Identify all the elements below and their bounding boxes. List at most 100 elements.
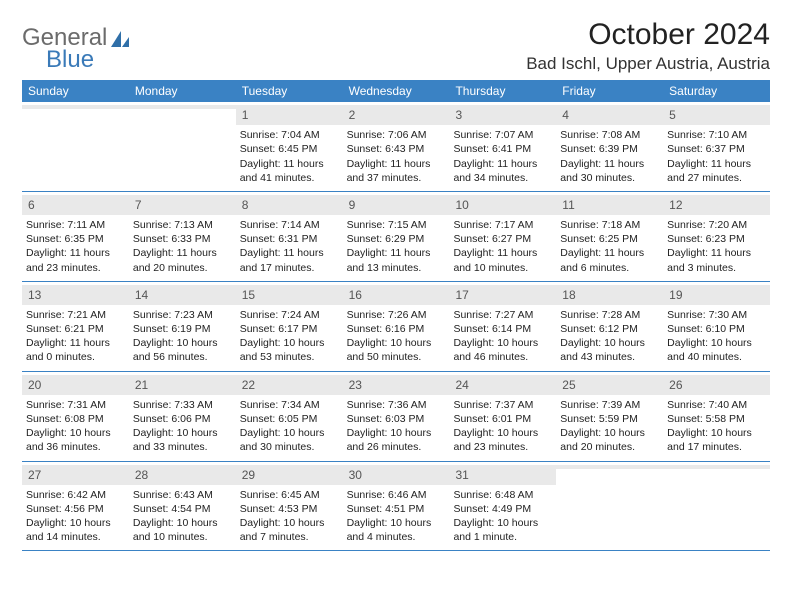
- day-number-row: 9: [343, 195, 450, 215]
- day-number: 2: [349, 108, 356, 122]
- sunrise-text: Sunrise: 7:23 AM: [133, 308, 232, 322]
- sunrise-text: Sunrise: 7:17 AM: [453, 218, 552, 232]
- day-number: 10: [455, 198, 468, 212]
- daylight-text: Daylight: 11 hours and 13 minutes.: [347, 246, 446, 274]
- weekday-header-row: Sunday Monday Tuesday Wednesday Thursday…: [22, 80, 770, 102]
- day-number-row: 13: [22, 285, 129, 305]
- month-title: October 2024: [526, 18, 770, 52]
- day-number: 13: [28, 288, 41, 302]
- sunset-text: Sunset: 6:10 PM: [667, 322, 766, 336]
- daylight-text: Daylight: 11 hours and 41 minutes.: [240, 157, 339, 185]
- day-cell: 13Sunrise: 7:21 AMSunset: 6:21 PMDayligh…: [22, 282, 129, 371]
- daylight-text: Daylight: 10 hours and 10 minutes.: [133, 516, 232, 544]
- sunrise-text: Sunrise: 7:37 AM: [453, 398, 552, 412]
- day-number-row: 7: [129, 195, 236, 215]
- day-number-row: 25: [556, 375, 663, 395]
- sunrise-text: Sunrise: 7:30 AM: [667, 308, 766, 322]
- day-number-row: [663, 465, 770, 469]
- day-number-row: 5: [663, 105, 770, 125]
- day-number: 22: [242, 378, 255, 392]
- sunset-text: Sunset: 6:01 PM: [453, 412, 552, 426]
- sunset-text: Sunset: 6:08 PM: [26, 412, 125, 426]
- calendar-grid: Sunday Monday Tuesday Wednesday Thursday…: [22, 80, 770, 551]
- day-number: 20: [28, 378, 41, 392]
- daylight-text: Daylight: 11 hours and 37 minutes.: [347, 157, 446, 185]
- day-number: 8: [242, 198, 249, 212]
- sunrise-text: Sunrise: 7:34 AM: [240, 398, 339, 412]
- daylight-text: Daylight: 10 hours and 56 minutes.: [133, 336, 232, 364]
- sunset-text: Sunset: 6:33 PM: [133, 232, 232, 246]
- sunset-text: Sunset: 6:41 PM: [453, 142, 552, 156]
- day-cell: [22, 102, 129, 191]
- day-cell: 17Sunrise: 7:27 AMSunset: 6:14 PMDayligh…: [449, 282, 556, 371]
- day-number-row: 24: [449, 375, 556, 395]
- day-cell: [556, 462, 663, 551]
- day-number-row: 22: [236, 375, 343, 395]
- day-cell: 14Sunrise: 7:23 AMSunset: 6:19 PMDayligh…: [129, 282, 236, 371]
- sunset-text: Sunset: 6:03 PM: [347, 412, 446, 426]
- sunset-text: Sunset: 4:54 PM: [133, 502, 232, 516]
- sunrise-text: Sunrise: 6:48 AM: [453, 488, 552, 502]
- sunrise-text: Sunrise: 7:07 AM: [453, 128, 552, 142]
- day-number-row: 2: [343, 105, 450, 125]
- day-number: 7: [135, 198, 142, 212]
- day-number-row: 30: [343, 465, 450, 485]
- day-cell: 12Sunrise: 7:20 AMSunset: 6:23 PMDayligh…: [663, 192, 770, 281]
- logo-sail-icon: [109, 29, 131, 56]
- day-number: 25: [562, 378, 575, 392]
- day-number: 31: [455, 468, 468, 482]
- header: General Blue October 2024 Bad Ischl, Upp…: [22, 18, 770, 74]
- day-cell: 3 Sunrise: 7:07 AMSunset: 6:41 PMDaylight…: [449, 102, 556, 191]
- sunset-text: Sunset: 6:39 PM: [560, 142, 659, 156]
- day-number: 29: [242, 468, 255, 482]
- day-cell: 5Sunrise: 7:10 AMSunset: 6:37 PMDaylight…: [663, 102, 770, 191]
- sunrise-text: Sunrise: 7:15 AM: [347, 218, 446, 232]
- day-cell: 27Sunrise: 6:42 AMSunset: 4:56 PMDayligh…: [22, 462, 129, 551]
- day-cell: 10Sunrise: 7:17 AMSunset: 6:27 PMDayligh…: [449, 192, 556, 281]
- day-number-row: 31: [449, 465, 556, 485]
- weekday-header: Friday: [556, 80, 663, 102]
- sunset-text: Sunset: 4:56 PM: [26, 502, 125, 516]
- day-number-row: 12: [663, 195, 770, 215]
- day-number: 4: [562, 108, 569, 122]
- sunset-text: Sunset: 6:06 PM: [133, 412, 232, 426]
- sunrise-text: Sunrise: 7:28 AM: [560, 308, 659, 322]
- day-number: 3: [455, 108, 462, 122]
- sunrise-text: Sunrise: 7:31 AM: [26, 398, 125, 412]
- daylight-text: Daylight: 11 hours and 34 minutes.: [453, 157, 552, 185]
- daylight-text: Daylight: 10 hours and 33 minutes.: [133, 426, 232, 454]
- day-number: 12: [669, 198, 682, 212]
- sunrise-text: Sunrise: 7:20 AM: [667, 218, 766, 232]
- day-cell: 29Sunrise: 6:45 AMSunset: 4:53 PMDayligh…: [236, 462, 343, 551]
- daylight-text: Daylight: 10 hours and 23 minutes.: [453, 426, 552, 454]
- day-cell: 4Sunrise: 7:08 AMSunset: 6:39 PMDaylight…: [556, 102, 663, 191]
- day-number: 28: [135, 468, 148, 482]
- day-cell: 26Sunrise: 7:40 AMSunset: 5:58 PMDayligh…: [663, 372, 770, 461]
- sunset-text: Sunset: 6:27 PM: [453, 232, 552, 246]
- day-cell: 20 Sunrise: 7:31 AMSunset: 6:08 PMDayligh…: [22, 372, 129, 461]
- day-number: 11: [562, 198, 574, 212]
- day-number-row: 15: [236, 285, 343, 305]
- day-number-row: 11: [556, 195, 663, 215]
- daylight-text: Daylight: 10 hours and 14 minutes.: [26, 516, 125, 544]
- day-number-row: 3: [449, 105, 556, 125]
- calendar-page: General Blue October 2024 Bad Ischl, Upp…: [0, 0, 792, 551]
- day-cell: 6Sunrise: 7:11 AMSunset: 6:35 PMDaylight…: [22, 192, 129, 281]
- daylight-text: Daylight: 10 hours and 30 minutes.: [240, 426, 339, 454]
- sunset-text: Sunset: 6:21 PM: [26, 322, 125, 336]
- day-number: 1: [242, 108, 249, 122]
- week-row: 20Sunrise: 7:31 AMSunset: 6:08 PMDayligh…: [22, 372, 770, 462]
- sunrise-text: Sunrise: 7:04 AM: [240, 128, 339, 142]
- day-number-row: 21: [129, 375, 236, 395]
- daylight-text: Daylight: 11 hours and 3 minutes.: [667, 246, 766, 274]
- daylight-text: Daylight: 10 hours and 43 minutes.: [560, 336, 659, 364]
- daylight-text: Daylight: 10 hours and 36 minutes.: [26, 426, 125, 454]
- daylight-text: Daylight: 10 hours and 7 minutes.: [240, 516, 339, 544]
- day-number-row: 14: [129, 285, 236, 305]
- sunrise-text: Sunrise: 7:39 AM: [560, 398, 659, 412]
- day-number: 9: [349, 198, 356, 212]
- day-cell: 8Sunrise: 7:14 AMSunset: 6:31 PMDaylight…: [236, 192, 343, 281]
- day-number: 5: [669, 108, 676, 122]
- sunset-text: Sunset: 6:29 PM: [347, 232, 446, 246]
- weekday-header: Saturday: [663, 80, 770, 102]
